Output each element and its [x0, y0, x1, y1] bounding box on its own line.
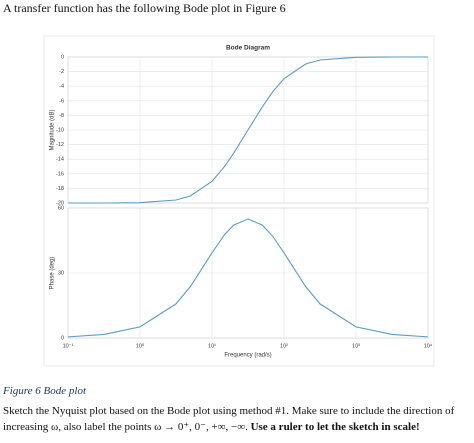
x-tick-label: 10¹	[208, 343, 216, 349]
y-axis-label: Phase (deg)	[50, 257, 56, 290]
y-tick-label: -14	[56, 157, 64, 163]
y-tick-label: 30	[58, 270, 64, 276]
data-line	[67, 218, 429, 338]
y-tick-label: 60	[58, 205, 64, 211]
x-tick-label: 10²	[280, 343, 288, 349]
y-tick-label: -12	[56, 142, 64, 148]
y-tick-label: 0	[61, 54, 64, 60]
x-tick-label: 10³	[352, 343, 360, 349]
y-tick-label: -18	[56, 186, 64, 192]
figure-caption: Figure 6 Bode plot	[3, 385, 86, 397]
x-tick-label: 10⁴	[424, 342, 433, 349]
y-tick-label: -8	[59, 113, 64, 119]
y-axis-label: Magnitude (dB)	[50, 109, 56, 150]
y-tick-label: -10	[56, 127, 64, 133]
y-tick-label: -2	[59, 69, 64, 75]
y-tick-label: -4	[59, 84, 64, 90]
y-tick-label: -20	[56, 200, 64, 206]
x-tick-label: 10⁻¹	[63, 343, 74, 349]
intro-text: A transfer function has the following Bo…	[3, 1, 286, 15]
instruction-text: Sketch the Nyquist plot based on the Bod…	[3, 405, 455, 433]
x-tick-label: 10⁰	[136, 342, 145, 349]
data-line	[68, 56, 428, 204]
y-tick-label: -16	[56, 171, 64, 177]
x-axis-label: Frequency (rad/s)	[224, 353, 271, 359]
bode-figure: 0 -2 -4 -6 -8 -10 -12 -14 -16 -18 -20 Bode Diagram M…	[43, 35, 435, 367]
y-tick-label: -6	[59, 98, 64, 104]
instruction-bold: Use a ruler to let the sketch in scale!	[250, 421, 420, 433]
y-tick-label: 0	[61, 335, 64, 341]
instruction: Sketch the Nyquist plot based on the Bod…	[3, 403, 471, 435]
chart-title: Bode Diagram	[226, 45, 270, 52]
